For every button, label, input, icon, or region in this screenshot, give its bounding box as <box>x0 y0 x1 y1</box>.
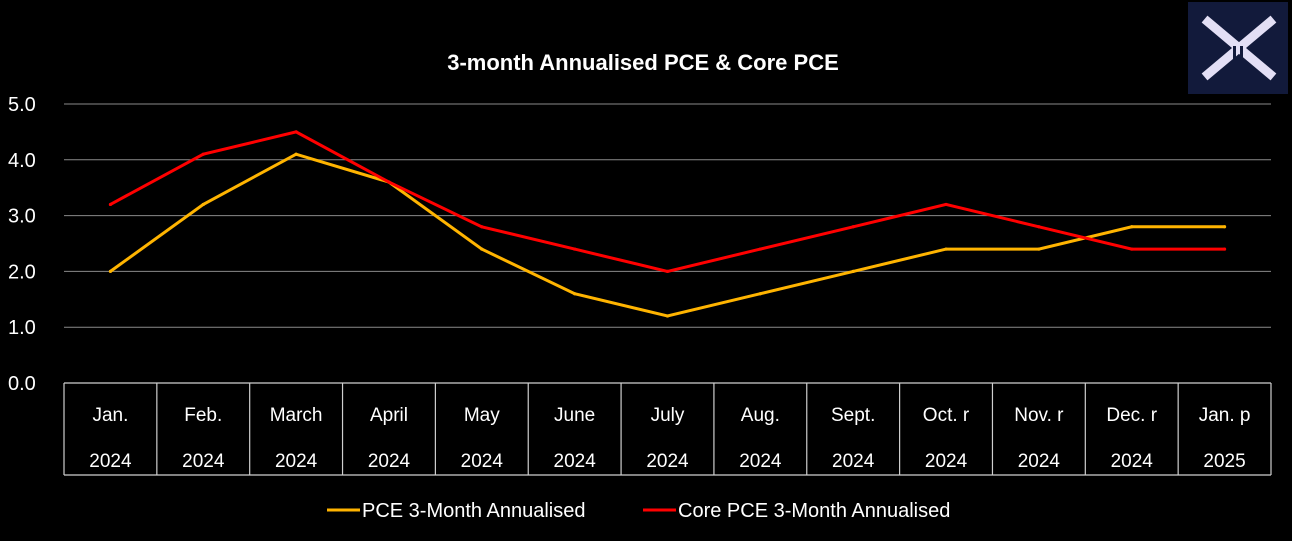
data-point-core-pce <box>758 247 762 251</box>
data-point-core-pce <box>108 202 113 207</box>
series-line-pce <box>109 152 1225 318</box>
y-tick-label: 2.0 <box>8 261 36 283</box>
data-point-pce <box>1037 247 1041 251</box>
x-tick-label: April <box>370 405 408 426</box>
data-point-pce <box>758 292 762 296</box>
data-point-core-pce <box>387 180 391 184</box>
x-tick-label: Feb. <box>184 405 222 426</box>
x-tick-label: March <box>270 405 323 426</box>
data-point-core-pce <box>1130 247 1134 251</box>
data-point-pce <box>1222 225 1227 229</box>
x-tick-label: Jan. p <box>1199 405 1251 426</box>
data-point-core-pce <box>665 269 670 273</box>
data-point-pce <box>201 202 205 207</box>
x-tick-year: 2025 <box>1203 451 1245 472</box>
data-point-core-pce <box>1037 225 1041 229</box>
y-tick-label: 4.0 <box>8 150 36 172</box>
data-point-pce <box>294 152 298 156</box>
data-point-core-pce <box>480 225 484 229</box>
x-tick-year: 2024 <box>646 451 689 472</box>
x-tick-year: 2024 <box>832 451 875 472</box>
x-tick-year: 2024 <box>1018 451 1061 472</box>
x-tick-label: Nov. r <box>1014 405 1064 426</box>
data-point-pce <box>944 247 948 251</box>
legend-label: PCE 3-Month Annualised <box>362 500 585 522</box>
data-point-core-pce <box>573 247 577 251</box>
y-tick-label: 1.0 <box>8 317 36 339</box>
x-tick-label: July <box>651 405 685 426</box>
x-tick-label: Jan. <box>92 405 128 426</box>
x-tick-year: 2024 <box>461 451 504 472</box>
x-tick-year: 2024 <box>925 451 968 472</box>
y-tick-label: 0.0 <box>8 373 36 395</box>
data-point-core-pce <box>294 130 298 134</box>
x-tick-year: 2024 <box>554 451 597 472</box>
y-tick-label: 3.0 <box>8 206 36 228</box>
data-point-core-pce <box>851 225 855 229</box>
x-tick-year: 2024 <box>275 451 318 472</box>
x-tick-label: Aug. <box>741 405 780 426</box>
brand-logo <box>1188 2 1288 94</box>
data-point-pce <box>573 292 577 296</box>
x-tick-year: 2024 <box>89 451 132 472</box>
data-point-core-pce <box>201 152 205 156</box>
data-point-pce <box>1130 225 1134 229</box>
x-tick-year: 2024 <box>1111 451 1154 472</box>
data-point-core-pce <box>944 202 948 207</box>
x-tick-label: Dec. r <box>1106 405 1157 426</box>
data-point-pce <box>851 269 855 273</box>
x-tick-year: 2024 <box>182 451 225 472</box>
x-tick-label: June <box>554 405 595 426</box>
x-tick-year: 2024 <box>739 451 782 472</box>
chart-title: 3-month Annualised PCE & Core PCE <box>447 50 839 75</box>
x-tick-label: May <box>464 405 500 426</box>
x-tick-year: 2024 <box>368 451 411 472</box>
data-point-core-pce <box>1222 247 1227 251</box>
legend-label: Core PCE 3-Month Annualised <box>678 500 950 522</box>
data-point-pce <box>108 269 113 273</box>
y-tick-label: 5.0 <box>8 94 36 116</box>
data-point-pce <box>480 247 484 251</box>
x-logo-icon <box>1201 15 1277 81</box>
x-tick-label: Sept. <box>831 405 875 426</box>
data-point-pce <box>665 314 670 318</box>
series-line-core-pce <box>109 130 1225 273</box>
x-tick-label: Oct. r <box>923 405 970 426</box>
